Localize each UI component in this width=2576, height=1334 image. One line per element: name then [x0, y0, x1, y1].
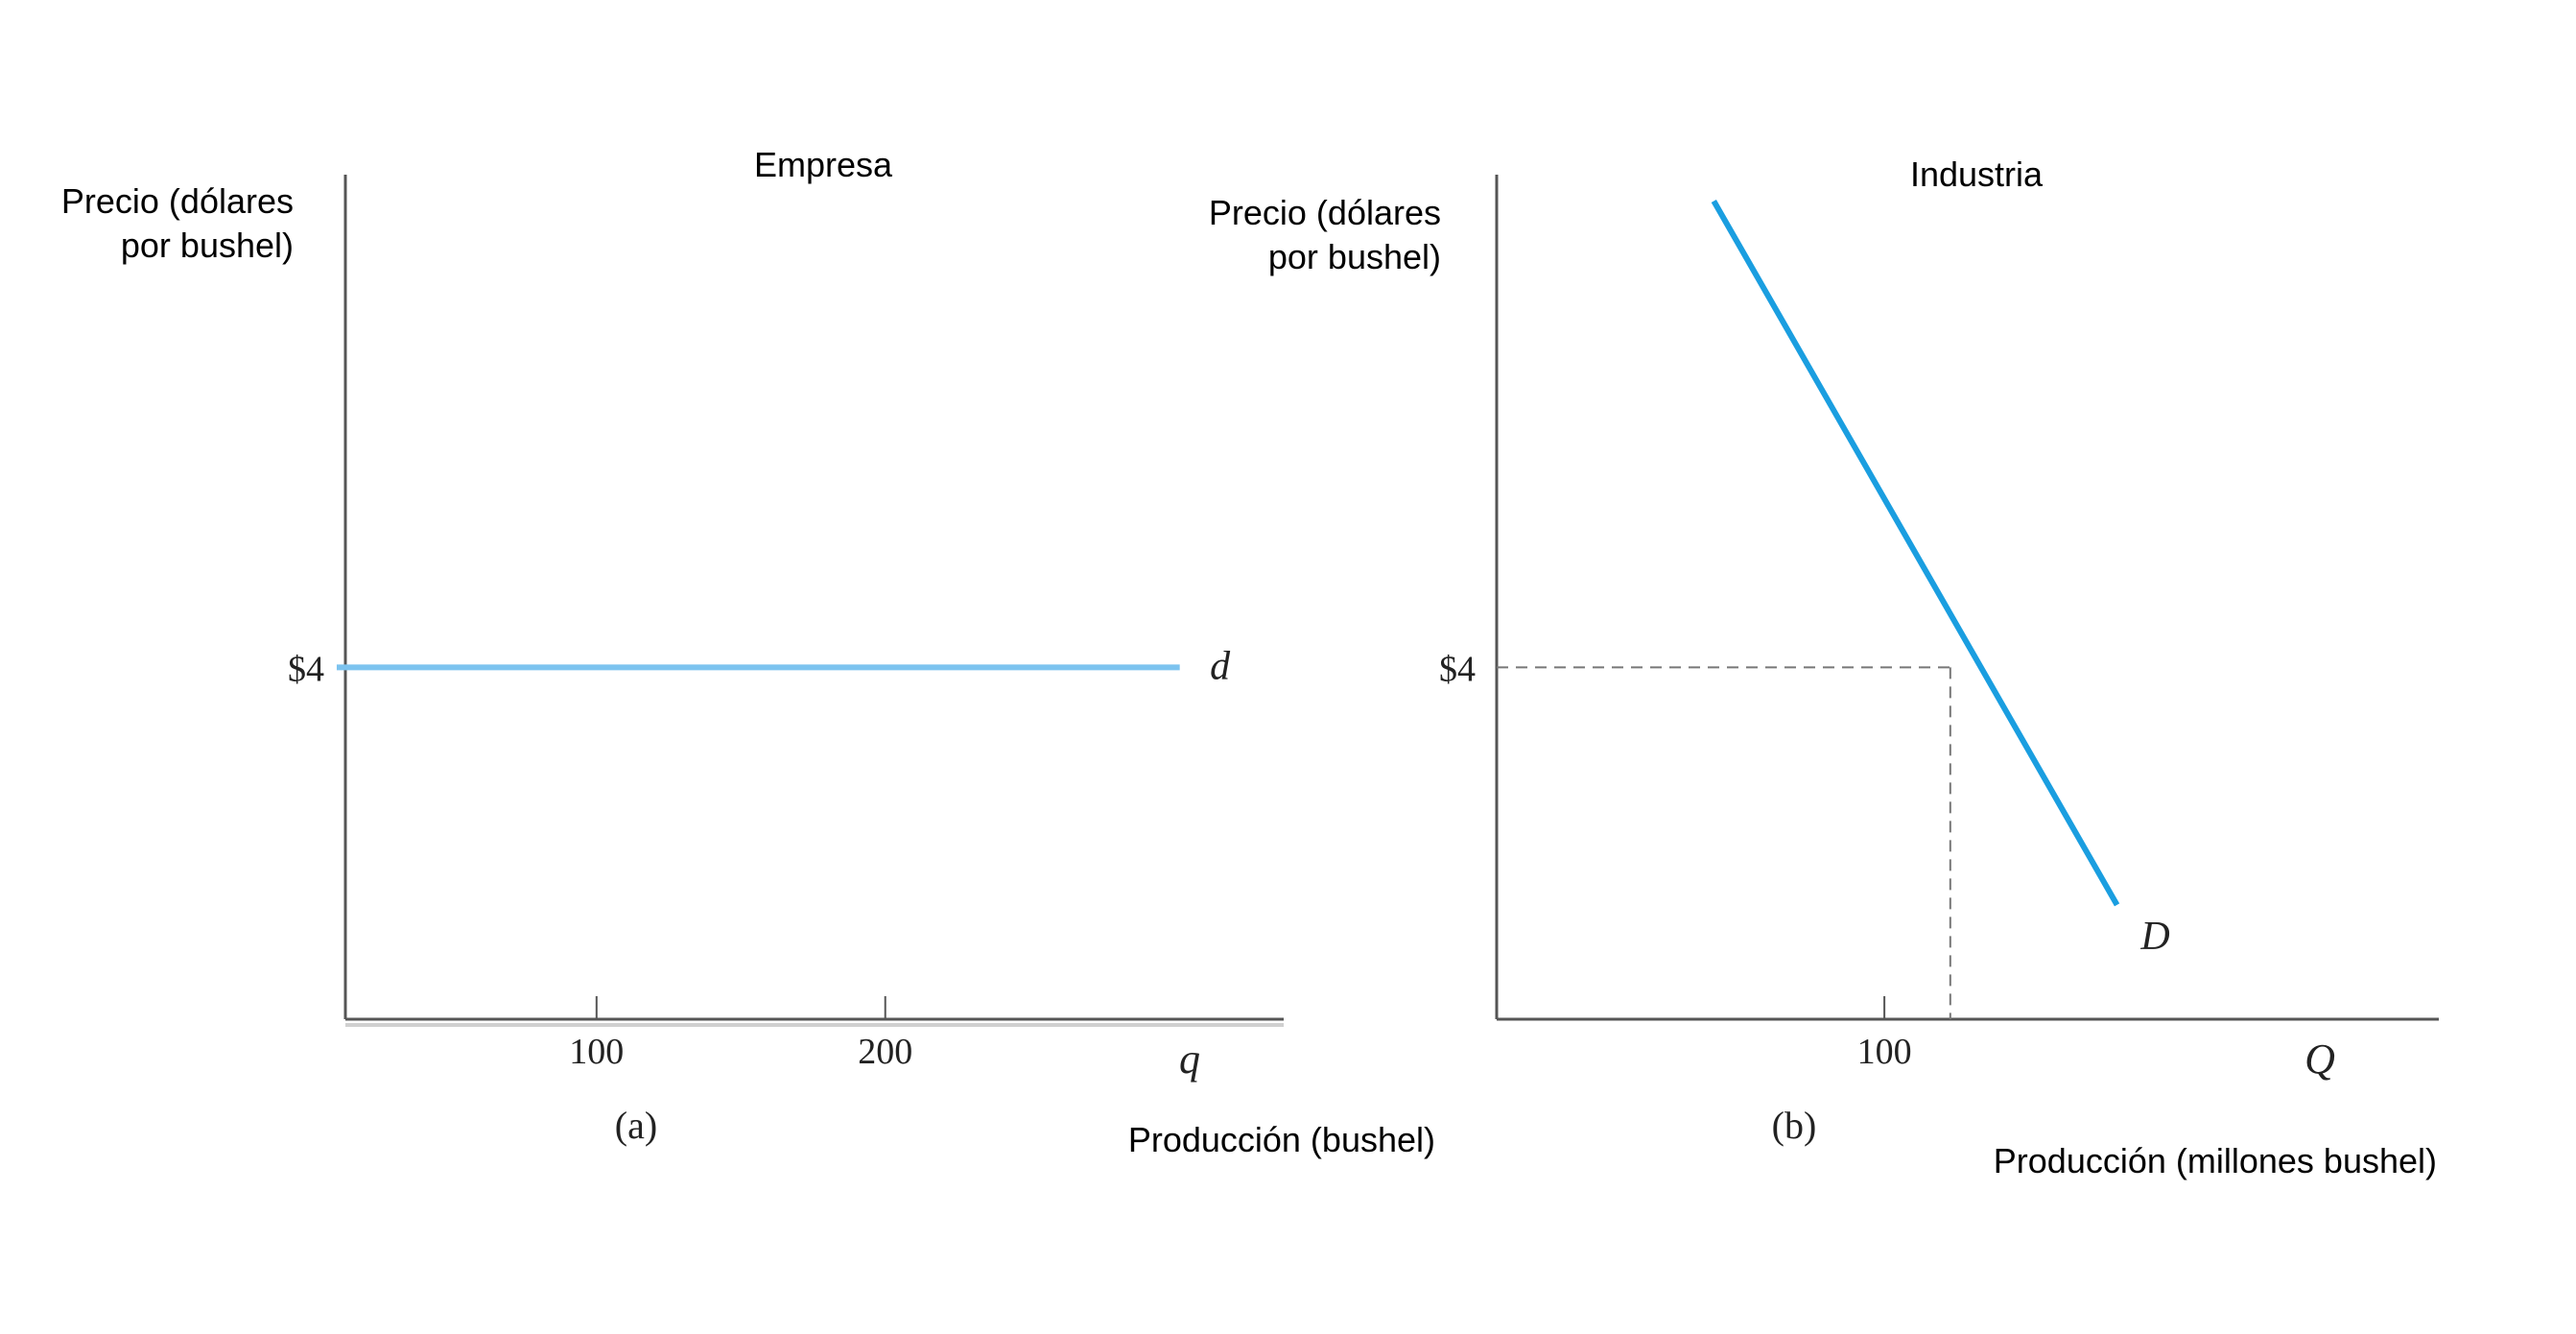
- y-axis-label-line-1: Precio (dólares: [61, 181, 294, 221]
- series-label: d: [1210, 644, 1231, 688]
- x-axis-symbol: Q: [2304, 1036, 2335, 1083]
- y-axis-label-line-2: por bushel): [121, 226, 294, 265]
- x-axis-symbol: q: [1179, 1036, 1200, 1083]
- x-ticks: 100: [1857, 996, 1912, 1072]
- y-tick-label: $4: [288, 649, 324, 689]
- chart-panel-b: Industria Precio (dólares por bushel) 10…: [1209, 155, 2439, 1180]
- y-ticks: $4: [1439, 649, 1476, 689]
- x-axis-label: Producción (millones bushel): [1994, 1141, 2437, 1180]
- series-line-D: [1711, 200, 2120, 907]
- chart-panel-a: Empresa Precio (dólares por bushel) 100 2…: [61, 145, 1435, 1159]
- x-tick-label: 100: [569, 1032, 624, 1072]
- x-tick-label: 200: [858, 1032, 912, 1072]
- x-ticks: 100 200: [569, 996, 912, 1072]
- y-axis-label-line-1: Precio (dólares: [1209, 193, 1441, 232]
- panel-label: (a): [615, 1104, 657, 1147]
- x-tick-label: 100: [1857, 1032, 1912, 1072]
- series-group: D: [1711, 200, 2170, 959]
- series-group: d: [336, 644, 1231, 688]
- y-axis-label-line-2: por bushel): [1268, 237, 1441, 276]
- chart-title: Empresa: [754, 145, 893, 184]
- y-tick-label: $4: [1439, 649, 1476, 689]
- y-ticks: $4: [288, 649, 324, 689]
- chart-title: Industria: [1910, 155, 2044, 194]
- x-axis-label: Producción (bushel): [1128, 1120, 1435, 1159]
- reference-lines: [1497, 666, 1951, 1019]
- panel-label: (b): [1772, 1104, 1817, 1147]
- series-label: D: [2139, 915, 2169, 959]
